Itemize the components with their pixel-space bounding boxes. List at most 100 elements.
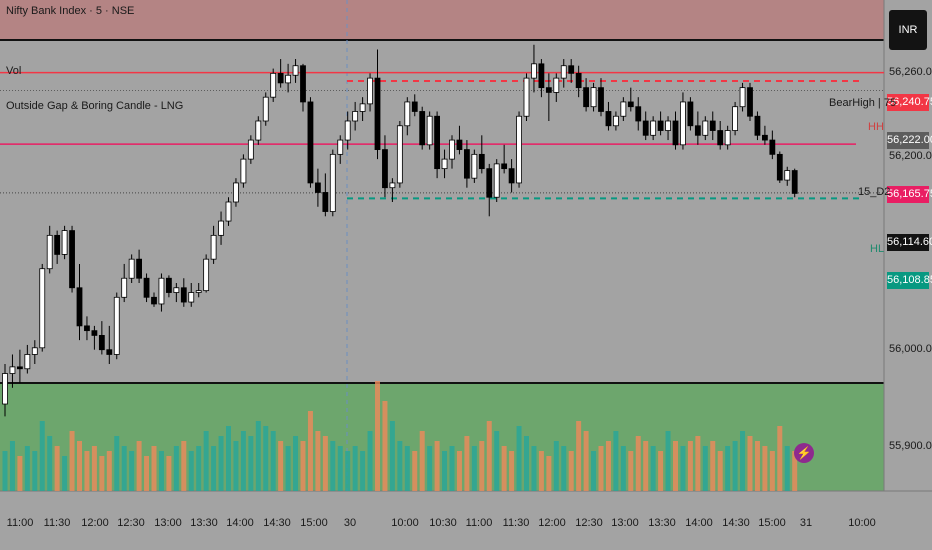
candle (791, 168, 798, 198)
candle-body (523, 77, 530, 117)
x-tick: 12:00 (81, 517, 109, 529)
candle (583, 78, 589, 112)
candle (322, 173, 329, 217)
currency-button[interactable]: INR (889, 10, 927, 50)
volume-bar (494, 431, 500, 491)
volume-bar (762, 446, 768, 491)
candle-body (2, 373, 8, 405)
volume-bars (2, 381, 798, 491)
volume-bar (211, 446, 217, 491)
candle (240, 154, 247, 188)
candle (225, 197, 232, 226)
candle (382, 135, 388, 198)
candle-body (210, 234, 217, 260)
lightning-icon[interactable]: ⚡ (794, 443, 814, 463)
x-tick: 13:00 (154, 517, 182, 529)
volume-bar (144, 456, 150, 491)
candle (680, 92, 686, 150)
volume-bar (509, 451, 515, 491)
candle (128, 254, 135, 283)
candle (195, 283, 202, 298)
x-tick: 31 (799, 517, 813, 529)
candle (709, 111, 716, 141)
candle-body (650, 120, 657, 136)
candle-body (158, 277, 165, 305)
candle (665, 116, 671, 141)
candle (121, 263, 128, 303)
volume-bar (129, 451, 135, 491)
volume-bar (270, 431, 276, 491)
x-tick: 15:00 (300, 517, 328, 529)
volume-bar (434, 441, 440, 491)
x-tick: 14:30 (263, 517, 291, 529)
volume-bar (151, 446, 157, 491)
volume-bar (240, 431, 246, 491)
candle-body (620, 101, 627, 117)
x-tick: 14:30 (722, 517, 750, 529)
candle (46, 225, 53, 274)
symbol-title[interactable]: Nifty Bank Index · 5 · NSE (6, 5, 135, 17)
candle (337, 135, 344, 164)
candle-body (739, 87, 746, 108)
badge-56114: 56,114.60 (887, 234, 932, 251)
volume-bar (218, 436, 224, 491)
candle (389, 178, 396, 202)
candle (404, 97, 411, 136)
volume-bar (166, 456, 172, 491)
volume-bar (69, 431, 75, 491)
candle (776, 151, 783, 183)
x-tick: 14:00 (685, 517, 713, 529)
candle-body (449, 139, 455, 160)
candle (568, 59, 575, 83)
candle-body (516, 115, 522, 184)
hl-label: HL (870, 243, 885, 255)
volume-bar (32, 451, 38, 491)
candle (106, 325, 113, 364)
volume-bar (158, 451, 164, 491)
indicator-vol-label[interactable]: Vol (6, 65, 22, 77)
candle-body (568, 65, 575, 74)
candle (113, 292, 120, 360)
candle-body (531, 63, 537, 79)
candle-body (255, 120, 262, 141)
candle (98, 321, 105, 355)
candle-body (501, 163, 508, 170)
volume-bar (293, 436, 299, 491)
candle-body (486, 168, 493, 198)
candle-body (657, 120, 664, 131)
indicator-custom-label[interactable]: Outside Gap & Boring Candle - LNG (6, 100, 184, 112)
volume-bar (777, 426, 783, 491)
candle-body (173, 287, 180, 293)
candle-body (396, 125, 403, 184)
volume-bar (2, 451, 8, 491)
volume-bar (337, 446, 343, 491)
volume-bar (717, 451, 723, 491)
top-zone-band (0, 0, 884, 40)
volume-bar (680, 446, 686, 491)
volume-bar (591, 451, 597, 491)
candle (672, 111, 679, 150)
volume-bar (702, 446, 708, 491)
candle-body (270, 72, 277, 98)
x-tick: 15:00 (758, 517, 786, 529)
candle-body (478, 153, 485, 170)
badge-56222: 56,222.00 (887, 132, 932, 149)
candle-body (233, 182, 239, 203)
candle-body (575, 72, 582, 89)
volume-bar (300, 441, 306, 491)
volume-bar (47, 436, 53, 491)
badge-56240: 56,240.75 (887, 94, 932, 111)
volume-bar (9, 441, 15, 491)
candle (158, 273, 165, 312)
candle (285, 63, 292, 93)
candle (314, 168, 321, 207)
candle (434, 111, 441, 179)
candle (620, 97, 627, 121)
candle (292, 59, 299, 83)
volume-bar (285, 446, 291, 491)
badge-56108: 56,108.85 (887, 272, 932, 289)
candle (16, 349, 23, 384)
candle-body (598, 87, 604, 112)
candle-body (583, 87, 589, 108)
